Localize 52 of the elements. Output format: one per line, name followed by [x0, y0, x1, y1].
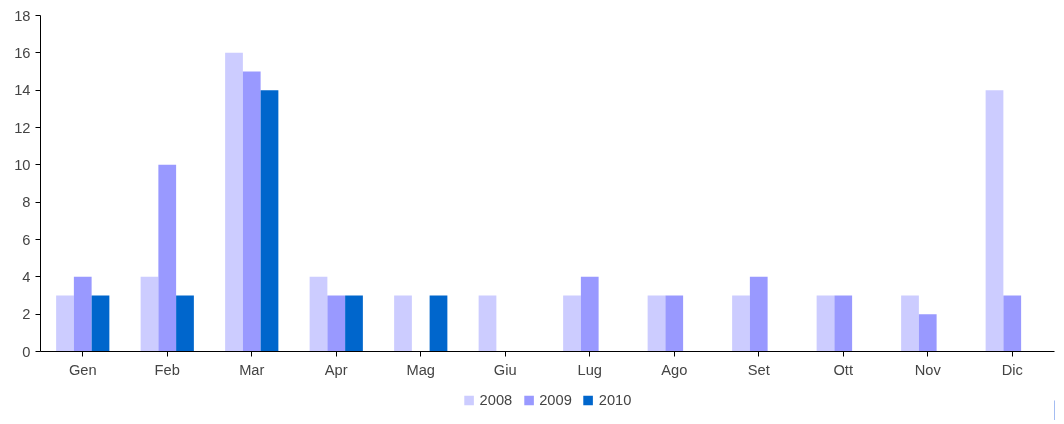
bar: [901, 295, 919, 352]
legend-label: 2008: [479, 392, 513, 408]
x-tick-label: Mag: [406, 361, 436, 378]
bar: [732, 295, 750, 352]
bar: [834, 295, 853, 352]
y-tick-label: 8: [22, 194, 31, 211]
x-tick-label: Lug: [577, 361, 602, 378]
y-tick-label: 10: [14, 156, 31, 173]
legend-label: 2009: [539, 392, 572, 408]
y-tick-label: 14: [14, 82, 31, 99]
bar: [749, 276, 768, 352]
bar: [816, 295, 835, 352]
bar: [327, 295, 346, 352]
bar: [918, 314, 937, 352]
bar: [242, 71, 261, 352]
y-tick-label: 2: [22, 306, 31, 323]
y-tick-label: 6: [22, 231, 31, 248]
x-tick-label: Nov: [914, 361, 942, 378]
bar: [225, 52, 243, 352]
bar: [429, 295, 448, 352]
y-tick-label: 12: [14, 119, 31, 136]
x-tick-label: Apr: [324, 361, 348, 378]
bar: [158, 164, 177, 352]
bar: [1003, 295, 1022, 352]
x-tick-label: Gen: [68, 361, 97, 378]
x-tick-label: Ago: [661, 361, 688, 378]
bar: [665, 295, 684, 352]
bar: [176, 295, 194, 352]
x-tick-label: Giu: [493, 361, 517, 378]
bar: [309, 276, 328, 352]
x-tick-label: Set: [747, 361, 770, 378]
x-tick-label: Mar: [239, 361, 265, 378]
bar: [394, 295, 412, 352]
x-tick-label: Ott: [833, 361, 854, 378]
y-tick-label: 0: [22, 343, 31, 360]
bar: [73, 276, 92, 352]
bar: [563, 295, 581, 352]
y-tick-label: 18: [14, 7, 31, 24]
bar: [580, 276, 599, 352]
bar: [647, 295, 666, 352]
bar: [478, 295, 497, 352]
x-tick-label: Dic: [1001, 361, 1023, 378]
bar: [91, 295, 110, 352]
y-tick-label: 16: [14, 44, 31, 61]
bar: [985, 90, 1004, 352]
bar: [345, 295, 363, 352]
legend-label: 2010: [598, 392, 632, 408]
bar: [56, 295, 74, 352]
y-tick-label: 4: [22, 268, 31, 285]
bar: [260, 90, 279, 352]
x-tick-label: Feb: [154, 361, 180, 378]
bar: [140, 276, 159, 352]
